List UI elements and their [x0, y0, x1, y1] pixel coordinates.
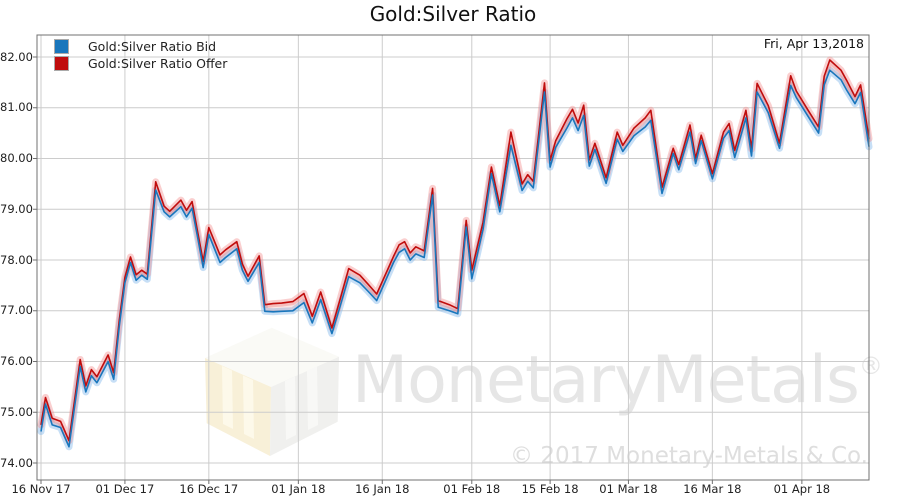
x-axis-tick-label: 16 Dec 17	[179, 482, 239, 496]
y-axis-tick-label: 76.00	[0, 354, 33, 368]
y-axis-tick-label: 74.00	[0, 455, 33, 470]
x-axis-tick-label: 16 Mar 18	[683, 482, 742, 496]
y-axis-tick-label: 78.00	[0, 252, 33, 267]
y-axis-tick-label: 77.00	[0, 303, 33, 318]
x-axis-tick-label: 16 Jan 18	[355, 482, 410, 496]
legend: Gold:Silver Ratio Bid Gold:Silver Ratio O…	[54, 38, 227, 72]
x-axis-tick-label: 16 Nov 17	[11, 482, 71, 496]
bid-offer-spread-area	[41, 60, 869, 447]
y-axis-tick-label: 75.00	[0, 404, 33, 419]
legend-label: Gold:Silver Ratio Offer	[88, 55, 228, 71]
x-axis-tick-label: 01 Jan 18	[271, 482, 326, 496]
x-axis-tick-label: 01 Feb 18	[443, 482, 501, 496]
page-title: Gold:Silver Ratio	[369, 2, 537, 26]
offer-line	[40, 59, 870, 442]
x-axis-tick-label: 15 Feb 18	[521, 482, 579, 496]
monetary-metals-logo	[205, 327, 339, 456]
x-axis-tick-label: 01 Mar 18	[599, 482, 658, 496]
watermark-copyright: © 2017 Monetary-Metals & Co.	[510, 443, 868, 469]
last-date-annotation: Fri, Apr 13,2018	[763, 36, 864, 51]
legend-item-bid[interactable]: Gold:Silver Ratio Bid	[54, 38, 227, 54]
plot-border	[36, 34, 870, 481]
y-axis-tick-label: 80.00	[0, 151, 33, 165]
legend-swatch	[54, 55, 69, 71]
bid-line	[40, 69, 870, 448]
registered-trademark-icon: ®	[858, 352, 883, 380]
legend-label: Gold:Silver Ratio Bid	[88, 38, 217, 54]
legend-swatch	[54, 38, 69, 54]
y-axis-tick-label: 82.00	[0, 49, 33, 64]
watermark-brand: MonetaryMetals®	[352, 348, 883, 413]
x-axis-tick-label: 01 Apr 18	[773, 482, 831, 496]
x-axis-tick-label: 01 Dec 17	[95, 482, 155, 496]
y-axis-tick-label: 81.00	[0, 100, 33, 115]
legend-item-offer[interactable]: Gold:Silver Ratio Offer	[54, 55, 227, 71]
y-axis-tick-label: 79.00	[0, 201, 33, 216]
watermark-brand-text: MonetaryMetals	[352, 343, 860, 418]
